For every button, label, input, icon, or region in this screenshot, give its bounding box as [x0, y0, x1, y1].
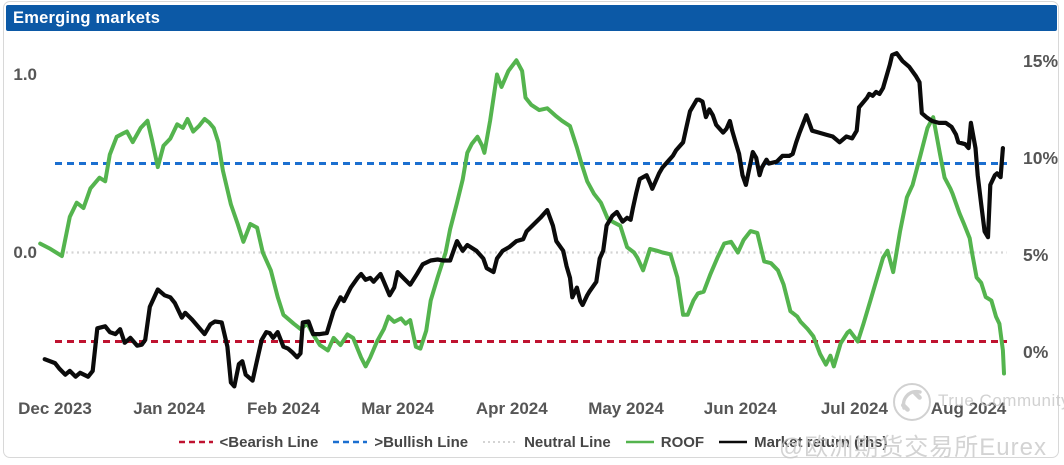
solid-line-marker-icon: [625, 440, 654, 444]
legend-label: Market return (rhs): [754, 433, 888, 451]
legend-item-market-return-rhs: Market return (rhs): [717, 434, 887, 451]
dotted-line-marker-icon: [483, 441, 518, 443]
legend-label: >Bullish Line: [374, 433, 469, 451]
legend-item-roof: ROOF: [624, 434, 704, 451]
legend-item-neutral-line: Neutral Line: [481, 434, 611, 451]
community-watermark-text: True Community: [938, 391, 1064, 410]
legend-item-bearish-line: <Bearish Line: [177, 433, 319, 451]
eurex-watermark-text: @欧洲期货交易所Eurex: [778, 434, 1047, 461]
chart-header: Emerging markets: [6, 5, 1057, 31]
community-watermark-logo-icon: [893, 383, 931, 421]
legend-item-bullish-line: >Bullish Line: [331, 434, 468, 451]
legend-label: <Bearish Line: [219, 433, 319, 451]
solid-line-marker-icon: [719, 440, 748, 444]
chart-legend: <Bearish Line >Bullish Line Neutral Line RO…: [0, 430, 1064, 454]
legend-label: Neutral Line: [524, 433, 611, 451]
chart-title: Emerging markets: [13, 8, 161, 27]
legend-label: ROOF: [660, 433, 705, 451]
dashed-line-marker-icon: [178, 440, 213, 444]
dashed-line-marker-icon: [333, 440, 368, 444]
